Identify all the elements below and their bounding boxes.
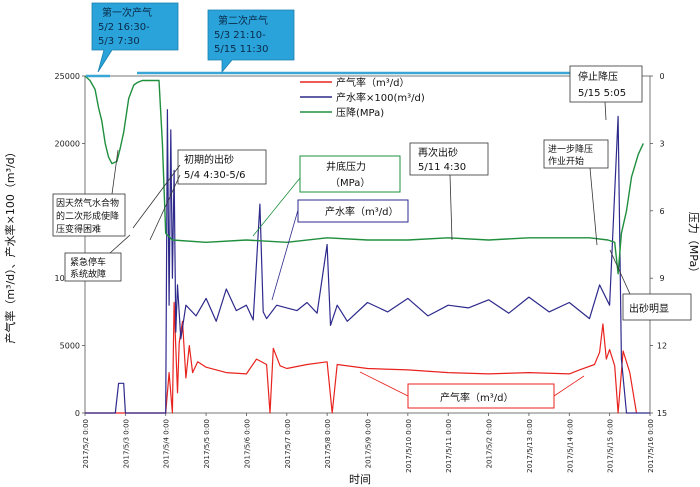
second-gas-line1: 5/3 21:10-: [214, 30, 266, 41]
sand-obvious-callout: 出砂明显: [609, 249, 692, 321]
bottom-pressure-label: 井底压力 （MPa）: [252, 155, 401, 237]
x-tick-label: 2017/5/14 0:00: [566, 419, 574, 473]
x-tick-label: 2017/5/10 0:00: [405, 419, 413, 473]
hydrate-note-line1: 因天然气水合物: [56, 197, 119, 209]
x-tick-label: 2017/5/6 0:00: [243, 419, 251, 468]
early-sand-callout: 初期的出砂 5/4 4:30-5/6: [132, 149, 267, 241]
y-left-tick-label: 25000: [55, 72, 80, 81]
bottom-pressure-box: [299, 155, 401, 193]
y-left-tick-label: 5000: [60, 342, 80, 351]
further-depress-line1: 进一步降压: [548, 143, 593, 155]
first-gas-title: 第一次产气: [102, 6, 152, 19]
legend: 产气率（m³/d） 产水率×100(m³/d) 压降(MPa): [300, 76, 425, 119]
x-tick-label: 2017/5/11 0:00: [445, 419, 453, 473]
water-rate-pointer: [271, 209, 299, 301]
sand-obvious-text: 出砂明显: [629, 302, 669, 315]
first-gas-callout-shape: [91, 2, 179, 73]
early-sand-line2: 5/4 4:30-5/6: [184, 170, 245, 181]
x-tick-label: 2017/5/5 0:00: [203, 419, 211, 468]
water-rate-label: 产水率（m³/d）: [271, 199, 409, 301]
y-right-axis: 0 3 6 9 12 15: [650, 72, 667, 418]
gas-rate-label: 产气率（m³/d）: [359, 371, 585, 409]
x-tick-label: 2017/5/8 0:00: [324, 419, 332, 468]
sand-again-line1: 再次出砂: [418, 146, 458, 159]
gas-rate-pointer-left: [359, 371, 409, 397]
sand-again-callout: 再次出砂 5/11 4:30: [409, 142, 489, 241]
gas-rate-text: 产气率（m³/d）: [440, 391, 513, 404]
x-tick-label: 2017/5/13 0:00: [526, 419, 534, 473]
emergency-note-pointer: [109, 234, 131, 254]
x-tick-label: 2017/5/2 0:00: [486, 419, 494, 468]
second-gas-title: 第二次产气: [218, 14, 268, 27]
early-sand-line1: 初期的出砂: [184, 153, 234, 166]
stop-depress-line2: 5/15 5:05: [578, 88, 626, 99]
x-tick-label: 2017/5/7 0:00: [284, 419, 292, 468]
y-left-tick-label: 20000: [55, 139, 80, 148]
sand-again-line2: 5/11 4:30: [418, 162, 466, 173]
gas-rate-pointer-right: [553, 375, 585, 397]
y-right-tick-label: 3: [659, 139, 664, 148]
second-gas-line2: 5/15 11:30: [214, 44, 268, 55]
y-left-tick-label: 0: [75, 409, 80, 418]
y-right-tick-label: 6: [659, 207, 664, 216]
sand-obvious-box: [622, 293, 692, 321]
sand-again-pointer: [449, 174, 453, 241]
gas-rate-box: [407, 383, 555, 409]
bottom-pressure-line2: （MPa）: [330, 177, 370, 189]
bottom-pressure-pointer: [252, 177, 301, 237]
water-rate-text: 产水率（m³/d）: [325, 205, 398, 218]
x-tick-label: 2017/5/15 0:00: [607, 419, 615, 473]
y-right-tick-label: 15: [657, 409, 667, 418]
emergency-note-box: [64, 252, 122, 282]
emergency-note-line2: 系统故障: [70, 268, 106, 280]
stop-depress-pointer: [604, 101, 607, 121]
bottom-pressure-line1: 井底压力: [326, 160, 366, 173]
further-depress-pointer: [589, 167, 598, 246]
x-axis-title: 时间: [349, 473, 371, 486]
sand-again-box: [409, 142, 489, 176]
legend-label-water: 产水率×100(m³/d): [336, 91, 425, 104]
early-sand-box: [177, 149, 267, 185]
x-tick-label: 2017/5/9 0:00: [365, 419, 373, 468]
first-gas-line1: 5/2 16:30-: [98, 22, 150, 33]
x-axis: 2017/5/2 0:00 2017/5/3 0:00 2017/5/4 0:00 2…: [82, 413, 655, 473]
further-depress-box: [543, 139, 609, 169]
x-tick-label: 2017/5/4 0:00: [163, 419, 171, 468]
first-gas-callout: 第一次产气 5/2 16:30- 5/3 7:30: [91, 2, 179, 73]
further-depress-callout: 进一步降压 作业开始: [543, 139, 609, 246]
second-gas-callout: 第二次产气 5/3 21:10- 5/15 11:30: [207, 9, 295, 74]
early-sand-pointer-1: [149, 174, 181, 241]
hydrate-note-box: [52, 193, 126, 237]
gas-rate-series-line: [85, 301, 638, 414]
x-tick-label: 2017/5/16 0:00: [647, 419, 655, 473]
hydrate-note-pointer: [111, 149, 119, 195]
y-right-tick-label: 0: [659, 72, 664, 81]
sand-obvious-pointer: [609, 249, 631, 295]
second-gas-callout-shape: [207, 9, 295, 74]
stop-depress-box: [569, 65, 643, 103]
water-rate-series-line: [85, 109, 650, 414]
x-tick-label: 2017/5/2 0:00: [82, 419, 90, 468]
further-depress-line2: 作业开始: [548, 155, 584, 167]
y-left-axis: 0500010000150002000025000: [55, 72, 85, 418]
early-sand-pointer-2: [132, 164, 181, 229]
legend-label-gas: 产气率（m³/d）: [336, 76, 409, 89]
pressure-drop-series-line: [84, 75, 644, 275]
y-right-axis-title: 压力（MPa）: [687, 212, 700, 278]
emergency-note: 紧急停车 系统故障: [64, 234, 131, 282]
hydrate-note-line2: 的二次形成使降: [56, 210, 119, 222]
hydrate-note-line3: 压变得困难: [56, 223, 101, 235]
x-tick-label: 2017/5/3 0:00: [122, 419, 130, 468]
legend-label-pressure: 压降(MPa): [336, 106, 384, 119]
stop-depress-callout: 停止降压 5/15 5:05: [569, 65, 643, 121]
y-left-axis-title: 产气率（m³/d）、产水率×100（m³/d）: [3, 146, 17, 343]
series-layer: [84, 75, 650, 414]
stop-depress-line1: 停止降压: [578, 70, 618, 83]
hydrate-note: 因天然气水合物 的二次形成使降 压变得困难: [52, 149, 126, 237]
emergency-note-line1: 紧急停车: [70, 256, 106, 268]
y-right-tick-label: 9: [659, 274, 664, 283]
first-gas-line2: 5/3 7:30: [98, 36, 140, 47]
y-right-tick-label: 12: [657, 342, 667, 351]
